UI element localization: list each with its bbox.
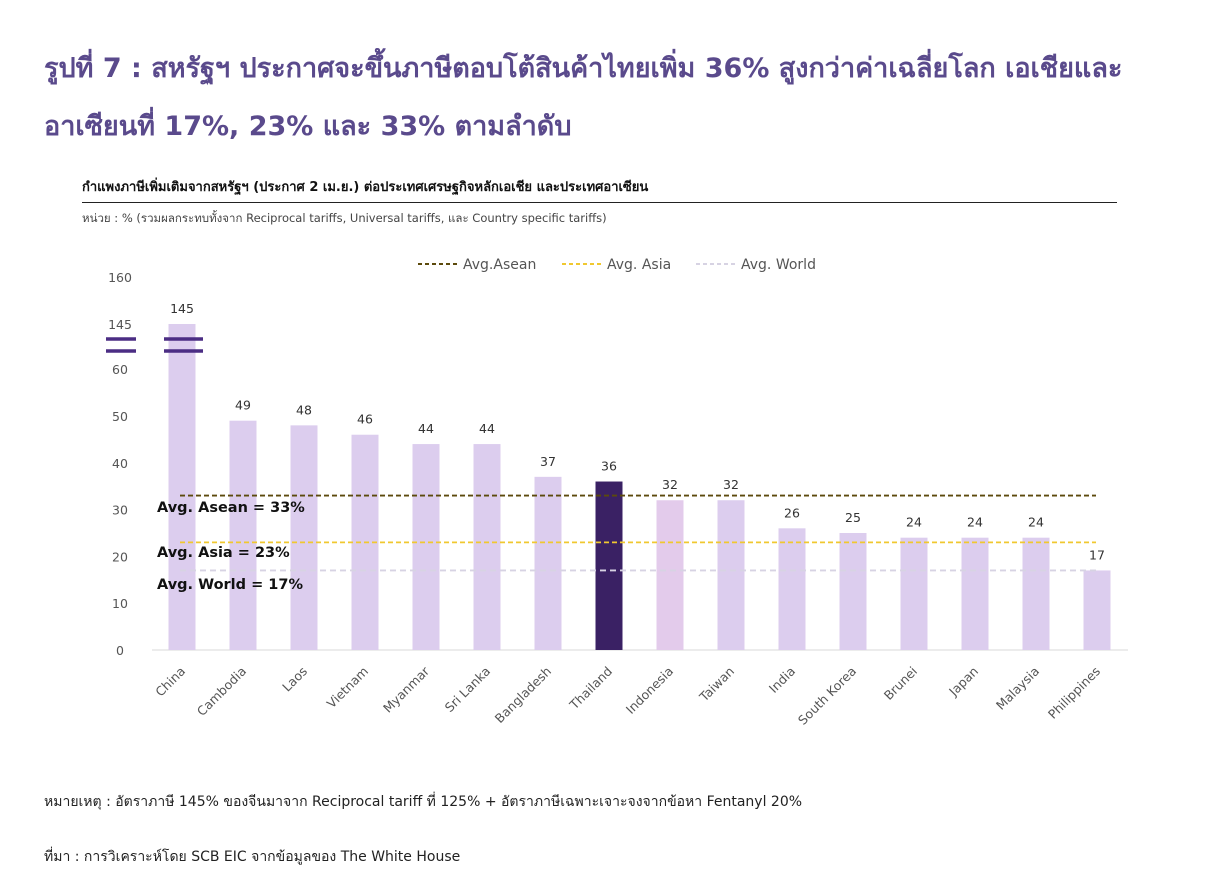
data-label: 37 (540, 454, 556, 469)
reference-label: Avg. Asean = 33% (157, 500, 305, 516)
data-label: 24 (1028, 515, 1044, 530)
chart-title: กำแพงภาษีเพิ่มเติมจากสหรัฐฯ (ประกาศ 2 เม… (82, 180, 649, 195)
legend-entry: Avg.Asean (463, 257, 536, 273)
data-label: 44 (418, 421, 434, 436)
x-tick-label: Indonesia (623, 664, 676, 717)
x-tick-label: Thailand (566, 664, 615, 713)
x-tick-label: Myanmar (380, 663, 433, 716)
y-tick-label: 40 (112, 456, 128, 471)
bar-indonesia (656, 500, 684, 650)
bar-india (778, 528, 806, 650)
x-tick-label: Laos (279, 664, 310, 695)
data-label: 49 (235, 398, 251, 413)
bar-malaysia (1022, 537, 1050, 650)
figure-title: รูปที่ 7 : สหรัฐฯ ประกาศจะขึ้นภาษีตอบโต้… (44, 53, 1123, 142)
legend-entry: Avg. Asia (607, 257, 671, 273)
bar-south-korea (839, 533, 867, 650)
bar-thailand (595, 481, 623, 650)
data-label: 25 (845, 510, 861, 525)
data-label: 145 (170, 301, 194, 316)
source-note: ที่มา : การวิเคราะห์โดย SCB EIC จากข้อมู… (44, 849, 461, 865)
bar-sri-lanka (473, 444, 501, 650)
y-tick-label: 10 (112, 596, 128, 611)
y-tick-label: 30 (112, 503, 128, 518)
bar-bangladesh (534, 476, 562, 650)
bar-japan (961, 537, 989, 650)
data-label: 46 (357, 412, 373, 427)
x-tick-label: Sri Lanka (442, 664, 493, 715)
legend-entry: Avg. World (741, 257, 816, 273)
bar-chart: 0 10 20 30 40 50 60 145 160 145 China 49 Cambodia 48 L… (106, 257, 1128, 728)
bar-myanmar (412, 444, 440, 650)
data-label: 32 (662, 477, 678, 492)
bar-cambodia (229, 420, 257, 650)
x-tick-label: Cambodia (194, 664, 249, 719)
x-tick-label: Japan (945, 664, 981, 700)
y-tick-label: 0 (116, 643, 124, 658)
title-divider (82, 202, 1117, 203)
y-tick-label: 50 (112, 409, 128, 424)
x-tick-label: Taiwan (696, 664, 737, 705)
reference-label: Avg. World = 17% (157, 577, 303, 593)
reference-label: Avg. Asia = 23% (157, 545, 290, 561)
x-tick-label: South Korea (795, 664, 859, 728)
bar-philippines (1083, 570, 1111, 650)
x-tick-label: Philippines (1045, 664, 1103, 722)
x-tick-label: Bangladesh (492, 664, 554, 726)
data-label: 24 (906, 515, 922, 530)
data-label: 36 (601, 459, 617, 474)
x-tick-label: China (152, 664, 188, 700)
data-label: 26 (784, 505, 800, 520)
data-label: 17 (1089, 547, 1105, 562)
bar-brunei (900, 537, 928, 650)
data-label: 44 (479, 421, 495, 436)
y-tick-label: 20 (112, 549, 128, 564)
y-tick-label: 160 (108, 270, 132, 285)
data-label: 24 (967, 515, 983, 530)
x-tick-label: Brunei (881, 664, 920, 703)
y-tick-label: 60 (112, 362, 128, 377)
data-label: 32 (723, 477, 739, 492)
x-tick-label: India (766, 664, 798, 696)
chart-subtitle: หน่วย : % (รวมผลกระทบทั้งจาก Reciprocal … (82, 211, 607, 225)
x-tick-label: Malaysia (993, 664, 1042, 713)
bar-taiwan (717, 500, 745, 650)
bar-laos (290, 425, 318, 650)
y-tick-label: 145 (108, 317, 132, 332)
bar-china (168, 324, 196, 650)
data-label: 48 (296, 402, 312, 417)
x-tick-label: Vietnam (324, 664, 371, 711)
footnote: หมายเหตุ : อัตราภาษี 145% ของจีนมาจาก Re… (44, 794, 803, 810)
